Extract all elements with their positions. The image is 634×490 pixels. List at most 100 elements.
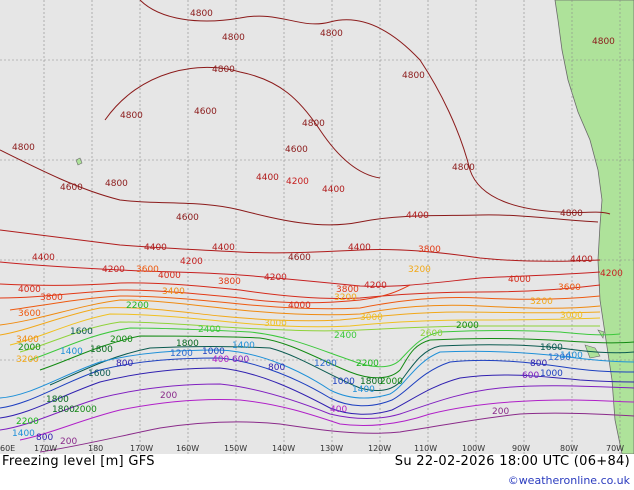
label-1600-a: 1600 (70, 327, 93, 337)
lon-label: 140W (272, 444, 295, 453)
label-4400-f: 4400 (348, 243, 371, 253)
contour-200 (39, 412, 634, 453)
contour-2000 (39, 335, 634, 379)
label-1400-e: 1400 (560, 351, 583, 361)
label-2000-a: 2000 (110, 335, 133, 345)
label-1600-b: 1600 (88, 369, 111, 379)
contour-labels: 4800 4800 4800 4800 4800 4800 4800 4800 … (12, 9, 623, 447)
contour-2600 (19, 321, 600, 353)
lon-label: 60E (0, 444, 15, 453)
label-1800-d: 1800 (52, 405, 75, 415)
lon-label: 150W (224, 444, 247, 453)
contour-4400 (0, 229, 601, 262)
label-3200-d: 3200 (530, 297, 553, 307)
label-4000-a: 4000 (18, 285, 41, 295)
label-4000-d: 4000 (508, 275, 531, 285)
label-4400-g: 4400 (32, 253, 55, 263)
label-4800-c: 4800 (320, 29, 343, 39)
label-1600-c: 1600 (540, 343, 563, 353)
label-4200-d: 4200 (264, 273, 287, 283)
label-2000-c: 2000 (380, 377, 403, 387)
label-1800-b: 1800 (176, 339, 199, 349)
label-800-c: 800 (530, 359, 547, 369)
label-3200-a: 3200 (334, 293, 357, 303)
label-4200-b: 4200 (180, 257, 203, 267)
label-4600-d: 4600 (60, 183, 83, 193)
contour-1000 (0, 357, 634, 409)
lon-label: 70W (606, 444, 624, 453)
label-4000-c: 4000 (288, 301, 311, 311)
label-1000-c: 1000 (540, 369, 563, 379)
map-title: Freezing level [m] GFS (2, 454, 155, 469)
label-4800-i: 4800 (105, 179, 128, 189)
label-4800-k: 4800 (560, 209, 583, 219)
label-4400-b: 4400 (322, 185, 345, 195)
label-3400-a: 3400 (162, 287, 185, 297)
label-1400-c: 1400 (352, 385, 375, 395)
label-4400-h: 4400 (570, 255, 593, 265)
label-3200-b: 3200 (408, 265, 431, 275)
contour-800 (0, 367, 634, 419)
label-4800-h: 4800 (12, 143, 35, 153)
label-400-b: 400 (330, 405, 347, 415)
label-1800-c: 1800 (360, 377, 383, 387)
label-2600-a: 2600 (420, 329, 443, 339)
site-credit-link[interactable]: ©weatheronline.co.uk (507, 474, 630, 487)
lon-label: 180 (88, 444, 103, 453)
label-800-d: 800 (36, 433, 53, 443)
contour-3000 (9, 313, 601, 346)
contour-1400 (0, 349, 634, 399)
graticule (0, 0, 634, 454)
label-2000-e: 2000 (74, 405, 97, 415)
label-1400-d: 1400 (12, 429, 35, 439)
ocean-area (0, 0, 634, 454)
label-3800-b: 3800 (218, 277, 241, 287)
label-3800-d: 3800 (418, 245, 441, 255)
label-4200-a: 4200 (286, 177, 309, 187)
label-4800-d: 4800 (212, 65, 235, 75)
contour-4200 (0, 261, 601, 287)
lon-label: 170W (34, 444, 57, 453)
label-2200-c: 2200 (16, 417, 39, 427)
label-1200-a: 1200 (170, 349, 193, 359)
label-4400-d: 4400 (144, 243, 167, 253)
label-4600-e: 4600 (288, 253, 311, 263)
label-3600-a: 3600 (136, 265, 159, 275)
label-4800-f: 4800 (120, 111, 143, 121)
label-200-b: 200 (492, 407, 509, 417)
label-4600-a: 4600 (194, 107, 217, 117)
label-4800-b: 4800 (222, 33, 245, 43)
contour-4800b (104, 66, 381, 179)
label-3600-c: 3600 (558, 283, 581, 293)
label-4800-e: 4800 (402, 71, 425, 81)
label-1200-c: 1200 (548, 353, 571, 363)
label-4800-g: 4800 (302, 119, 325, 129)
label-3000-c: 3000 (560, 311, 583, 321)
lon-label: 170W (130, 444, 153, 453)
label-3600-b: 3600 (18, 309, 41, 319)
label-3000-a: 3000 (264, 319, 287, 329)
label-4200-c: 4200 (102, 265, 125, 275)
contour-3600 (9, 295, 601, 311)
label-800-b: 800 (268, 363, 285, 373)
label-600-a: 600 (232, 355, 249, 365)
map-datetime: Su 22-02-2026 18:00 UTC (06+84) (394, 454, 630, 469)
label-2000-d: 2000 (456, 321, 479, 331)
label-800-a: 800 (116, 359, 133, 369)
label-2200-a: 2200 (126, 301, 149, 311)
label-1400-a: 1400 (60, 347, 83, 357)
label-4600-b: 4600 (285, 145, 308, 155)
label-4200-e: 4200 (364, 281, 387, 291)
contour-1600 (49, 344, 634, 391)
label-4200-f: 4200 (600, 269, 623, 279)
label-1400-b: 1400 (232, 341, 255, 351)
contour-4000 (0, 282, 601, 300)
contour-600 (0, 383, 634, 431)
label-3800-c: 3800 (336, 285, 359, 295)
contour-400 (19, 398, 634, 441)
label-3800-a: 3800 (40, 293, 63, 303)
label-2400-b: 2400 (334, 331, 357, 341)
lon-label: 160W (176, 444, 199, 453)
label-1800-a: 1800 (90, 345, 113, 355)
